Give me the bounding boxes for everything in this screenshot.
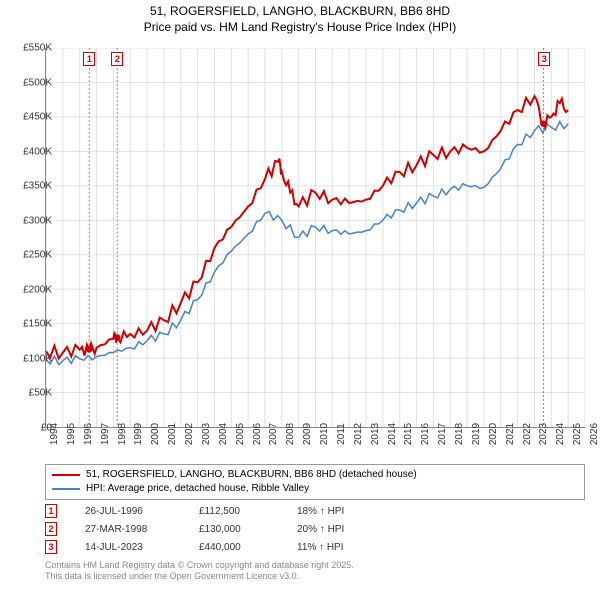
y-axis-label: £550K — [2, 43, 52, 54]
x-axis-label: 2013 — [370, 423, 381, 445]
x-axis-label: 2017 — [437, 423, 448, 445]
x-axis-label: 2019 — [471, 423, 482, 445]
chart-plot-area: 1 2 3 — [45, 48, 585, 428]
x-axis-label: 2020 — [488, 423, 499, 445]
x-axis-label: 2016 — [420, 423, 431, 445]
chart-legend: 51, ROGERSFIELD, LANGHO, BLACKBURN, BB6 … — [45, 464, 585, 500]
x-axis-label: 2010 — [319, 423, 330, 445]
sale-price: £440,000 — [199, 542, 269, 553]
sale-row: 2 27-MAR-1998 £130,000 20% ↑ HPI — [45, 520, 344, 538]
sale-price: £112,500 — [199, 506, 269, 517]
attribution: Contains HM Land Registry data © Crown c… — [45, 560, 354, 583]
sale-hpi: 18% ↑ HPI — [297, 506, 344, 517]
x-axis-label: 2024 — [555, 423, 566, 445]
x-axis-label: 2023 — [538, 423, 549, 445]
legend-item: 51, ROGERSFIELD, LANGHO, BLACKBURN, BB6 … — [52, 468, 578, 482]
y-axis-label: £150K — [2, 319, 52, 330]
x-axis-label: 1998 — [117, 423, 128, 445]
y-axis-label: £100K — [2, 353, 52, 364]
chart-title: 51, ROGERSFIELD, LANGHO, BLACKBURN, BB6 … — [0, 0, 600, 35]
title-line2: Price paid vs. HM Land Registry's House … — [0, 20, 600, 36]
attribution-line: This data is licensed under the Open Gov… — [45, 571, 354, 582]
x-axis-label: 2002 — [184, 423, 195, 445]
x-axis-label: 2018 — [454, 423, 465, 445]
x-axis-label: 1996 — [83, 423, 94, 445]
x-axis-label: 1995 — [66, 423, 77, 445]
sale-price: £130,000 — [199, 524, 269, 535]
x-axis-label: 2006 — [252, 423, 263, 445]
y-axis-label: £200K — [2, 284, 52, 295]
x-axis-label: 1999 — [133, 423, 144, 445]
x-axis-label: 2022 — [522, 423, 533, 445]
sale-date: 26-JUL-1996 — [85, 506, 171, 517]
x-axis-label: 2025 — [572, 423, 583, 445]
legend-label: 51, ROGERSFIELD, LANGHO, BLACKBURN, BB6 … — [86, 468, 417, 482]
legend-swatch — [52, 474, 80, 476]
sales-table: 1 26-JUL-1996 £112,500 18% ↑ HPI 2 27-MAR-199… — [45, 502, 344, 556]
sale-hpi: 20% ↑ HPI — [297, 524, 344, 535]
sale-marker: 3 — [45, 540, 57, 554]
sale-row: 3 14-JUL-2023 £440,000 11% ↑ HPI — [45, 538, 344, 556]
y-axis-label: £500K — [2, 77, 52, 88]
chart-marker: 1 — [83, 52, 95, 66]
x-axis-label: 2005 — [235, 423, 246, 445]
legend-label: HPI: Average price, detached house, Ribb… — [86, 482, 309, 496]
chart-svg — [46, 48, 585, 427]
legend-swatch — [52, 488, 80, 490]
x-axis-label: 2011 — [336, 423, 347, 445]
x-axis-label: 2015 — [403, 423, 414, 445]
x-axis-label: 2021 — [505, 423, 516, 445]
x-axis-label: 2009 — [302, 423, 313, 445]
y-axis-label: £250K — [2, 250, 52, 261]
sale-row: 1 26-JUL-1996 £112,500 18% ↑ HPI — [45, 502, 344, 520]
x-axis-label: 2007 — [268, 423, 279, 445]
x-axis-label: 1997 — [100, 423, 111, 445]
sale-date: 27-MAR-1998 — [85, 524, 171, 535]
sale-marker: 1 — [45, 504, 57, 518]
x-axis-label: 2026 — [589, 423, 600, 445]
y-axis-label: £50K — [2, 388, 52, 399]
x-axis-label: 2004 — [218, 423, 229, 445]
x-axis-label: 2003 — [201, 423, 212, 445]
legend-item: HPI: Average price, detached house, Ribb… — [52, 482, 578, 496]
x-axis-label: 2008 — [285, 423, 296, 445]
y-axis-label: £300K — [2, 215, 52, 226]
x-axis-label: 2000 — [150, 423, 161, 445]
sale-marker: 2 — [45, 522, 57, 536]
y-axis-label: £450K — [2, 112, 52, 123]
y-axis-label: £0 — [2, 423, 52, 434]
sale-hpi: 11% ↑ HPI — [297, 542, 344, 553]
x-axis-label: 2012 — [353, 423, 364, 445]
chart-marker: 3 — [538, 52, 550, 66]
y-axis-label: £350K — [2, 181, 52, 192]
sale-date: 14-JUL-2023 — [85, 542, 171, 553]
x-axis-label: 1994 — [49, 423, 60, 445]
title-line1: 51, ROGERSFIELD, LANGHO, BLACKBURN, BB6 … — [0, 4, 600, 20]
y-axis-label: £400K — [2, 146, 52, 157]
x-axis-label: 2001 — [167, 423, 178, 445]
chart-marker: 2 — [111, 52, 123, 66]
attribution-line: Contains HM Land Registry data © Crown c… — [45, 560, 354, 571]
x-axis-label: 2014 — [387, 423, 398, 445]
